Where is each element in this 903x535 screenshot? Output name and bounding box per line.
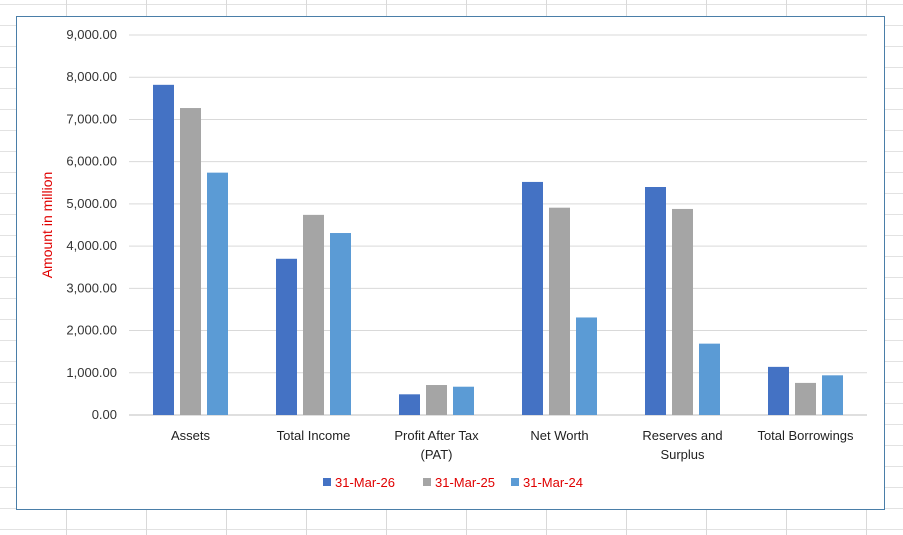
y-tick-label: 0.00: [92, 407, 117, 422]
y-tick-label: 3,000.00: [66, 280, 117, 295]
legend-label: 31-Mar-26: [335, 475, 395, 490]
x-category-label: Assets: [171, 428, 211, 443]
bar-chart: 0.00 1,000.00 2,000.00 3,000.00 4,000.00 5,00…: [39, 27, 867, 490]
bar: [768, 366, 789, 415]
bar: [795, 382, 816, 415]
x-category-label: Profit After Tax: [394, 428, 479, 443]
x-category-label: Surplus: [660, 447, 705, 462]
bar: [645, 187, 666, 415]
bar: [822, 375, 843, 415]
bar: [672, 208, 693, 415]
y-tick-label: 5,000.00: [66, 196, 117, 211]
chart-frame: 0.00 1,000.00 2,000.00 3,000.00 4,000.00 5,00…: [16, 16, 885, 510]
y-tick-label: 7,000.00: [66, 111, 117, 126]
legend-label: 31-Mar-24: [523, 475, 583, 490]
bar: [276, 258, 297, 415]
y-tick-label: 1,000.00: [66, 365, 117, 380]
y-tick-label: 6,000.00: [66, 154, 117, 169]
legend-swatch: [323, 478, 331, 486]
bar: [153, 84, 174, 416]
y-tick-label: 8,000.00: [66, 69, 117, 84]
bar: [522, 181, 543, 415]
y-tick-label: 4,000.00: [66, 238, 117, 253]
x-category-label: (PAT): [420, 447, 452, 462]
legend-swatch: [511, 478, 519, 486]
x-category-label: Net Worth: [530, 428, 588, 443]
x-category-label: Reserves and: [642, 428, 722, 443]
bar: [399, 394, 420, 415]
x-category-label: Total Borrowings: [757, 428, 854, 443]
legend-label: 31-Mar-25: [435, 475, 495, 490]
y-axis-label: Amount in million: [39, 172, 55, 279]
legend-swatch: [423, 478, 431, 486]
x-category-label: Total Income: [277, 428, 351, 443]
bar: [549, 207, 570, 415]
bar: [180, 108, 201, 416]
bar: [576, 317, 597, 415]
y-tick-label: 2,000.00: [66, 323, 117, 338]
y-tick-label: 9,000.00: [66, 27, 117, 42]
bar: [303, 214, 324, 415]
bar: [453, 386, 474, 415]
bar: [699, 343, 720, 415]
bar: [426, 385, 447, 415]
bar: [207, 172, 228, 415]
bar: [330, 233, 351, 415]
